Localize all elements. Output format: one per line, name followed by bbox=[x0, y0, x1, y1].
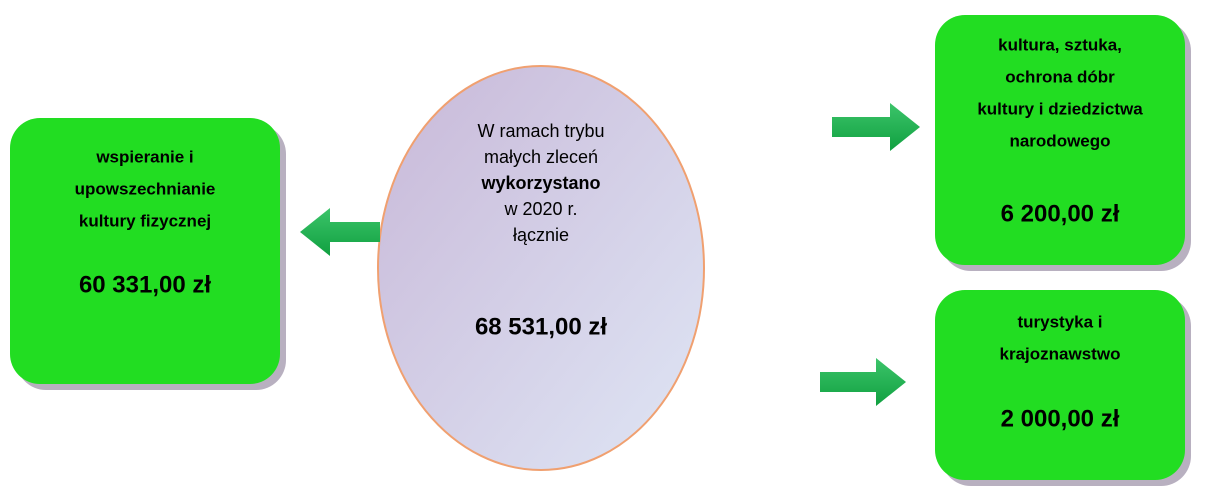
center-line: w 2020 r. bbox=[503, 199, 577, 219]
box-label: kultury fizycznej bbox=[79, 211, 211, 230]
box-amount: 6 200,00 zł bbox=[1001, 200, 1120, 227]
arrow bbox=[832, 103, 920, 151]
arrow bbox=[820, 358, 906, 406]
box-label: kultury i dziedzictwa bbox=[977, 99, 1143, 118]
box bbox=[935, 15, 1185, 265]
box-label: ochrona dóbr bbox=[1005, 67, 1115, 86]
box-label: kultura, sztuka, bbox=[998, 35, 1122, 54]
center-line: wykorzystano bbox=[480, 173, 600, 193]
box-label: krajoznawstwo bbox=[1000, 344, 1121, 363]
center-ellipse bbox=[377, 65, 705, 471]
center-amount: 68 531,00 zł bbox=[475, 313, 607, 340]
center-line: łącznie bbox=[513, 225, 569, 245]
box-amount: 2 000,00 zł bbox=[1001, 405, 1120, 432]
box-amount: 60 331,00 zł bbox=[79, 271, 211, 298]
box-label: wspieranie i bbox=[95, 147, 193, 166]
box-label: narodowego bbox=[1009, 131, 1110, 150]
box bbox=[935, 290, 1185, 480]
box bbox=[10, 118, 280, 384]
box-label: upowszechnianie bbox=[75, 179, 216, 198]
box-label: turystyka i bbox=[1017, 312, 1102, 331]
center-line: W ramach trybu bbox=[477, 121, 604, 141]
center-line: małych zleceń bbox=[484, 147, 598, 167]
arrow bbox=[300, 208, 380, 256]
